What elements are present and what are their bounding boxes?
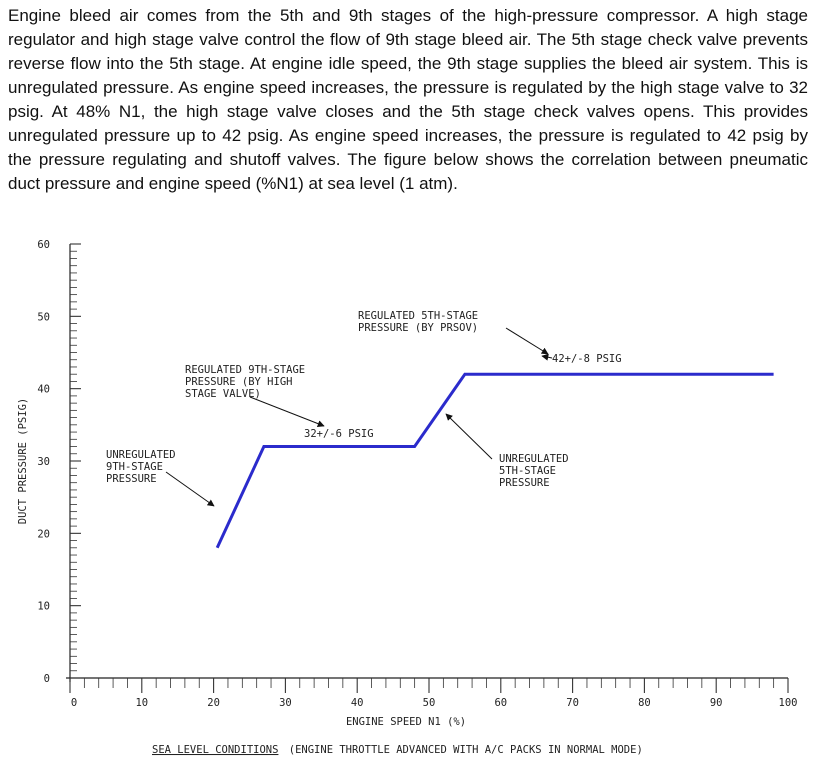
annotation-arrow bbox=[165, 471, 215, 507]
y-tick-label: 20 bbox=[37, 528, 50, 540]
x-tick-label: 90 bbox=[710, 697, 723, 709]
annotation-label: UNREGULATED 9TH-STAGE PRESSURE bbox=[106, 449, 176, 485]
x-axis-title: ENGINE SPEED N1 (%) bbox=[346, 716, 466, 728]
x-tick-label: 20 bbox=[207, 697, 220, 709]
x-tick-label: 40 bbox=[351, 697, 364, 709]
y-axis-title: DUCT PRESSURE (PSIG) bbox=[17, 398, 29, 524]
y-tick-label: 10 bbox=[37, 601, 50, 613]
y-tick-label: 60 bbox=[37, 239, 50, 251]
chart: 0 10 20 30 40 50 60 0 10 20 30 40 50 60 70 80 90 100 UNRE… bbox=[17, 239, 797, 756]
pressure-curve bbox=[215, 372, 774, 549]
annotation-label: REGULATED 9TH-STAGE PRESSURE (BY HIGH STAG… bbox=[185, 364, 305, 400]
intro-paragraph: Engine bleed air comes from the 5th and … bbox=[8, 6, 808, 193]
footer-conditions: SEA LEVEL CONDITIONS bbox=[152, 744, 278, 756]
y-tick-label: 50 bbox=[37, 311, 50, 323]
annotation-label: UNREGULATED 5TH-STAGE PRESSURE bbox=[499, 453, 569, 489]
x-tick-label: 0 bbox=[71, 697, 77, 709]
x-tick-label: 50 bbox=[423, 697, 436, 709]
x-tick-label: 10 bbox=[135, 697, 148, 709]
x-tick-label: 30 bbox=[279, 697, 292, 709]
annotation-label: REGULATED 5TH-STAGE PRESSURE (BY PRSOV) bbox=[358, 310, 478, 334]
x-tick-label: 60 bbox=[494, 697, 507, 709]
annotation-arrow bbox=[249, 396, 325, 427]
x-tick-label: 70 bbox=[566, 697, 579, 709]
annotation-arrow bbox=[505, 327, 549, 355]
chart-footer: SEA LEVEL CONDITIONS (ENGINE THROTTLE AD… bbox=[152, 744, 643, 756]
y-tick-label: 30 bbox=[37, 456, 50, 468]
annotation-layer: UNREGULATED 9TH-STAGE PRESSURE REGULATED 9T… bbox=[106, 310, 622, 507]
series-layer bbox=[215, 372, 774, 549]
x-tick-label: 80 bbox=[638, 697, 651, 709]
y-tick-label: 0 bbox=[44, 673, 50, 685]
annotation-arrow bbox=[541, 353, 553, 361]
annotation-label: 32+/-6 PSIG bbox=[304, 428, 374, 440]
axes bbox=[66, 244, 788, 682]
annotation-arrow bbox=[445, 413, 493, 460]
x-tick-label: 100 bbox=[779, 697, 798, 709]
annotation-label: 42+/-8 PSIG bbox=[552, 353, 622, 365]
footer-note: (ENGINE THROTTLE ADVANCED WITH A/C PACKS… bbox=[289, 744, 643, 756]
y-tick-label: 40 bbox=[37, 384, 50, 396]
ticks: 0 10 20 30 40 50 60 0 10 20 30 40 50 60 70 80 90 100 bbox=[37, 239, 797, 709]
